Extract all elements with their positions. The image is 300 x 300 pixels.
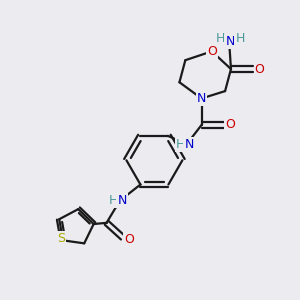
- Text: N: N: [184, 138, 194, 151]
- Text: H: H: [109, 194, 118, 207]
- Text: O: O: [207, 45, 217, 58]
- Text: S: S: [58, 232, 65, 245]
- Text: N: N: [225, 34, 235, 48]
- Text: O: O: [225, 118, 235, 131]
- Text: H: H: [176, 138, 185, 151]
- Text: N: N: [118, 194, 127, 207]
- Text: H: H: [236, 32, 245, 45]
- Text: H: H: [215, 32, 225, 45]
- Text: N: N: [197, 92, 206, 105]
- Text: O: O: [124, 232, 134, 245]
- Text: O: O: [255, 62, 265, 76]
